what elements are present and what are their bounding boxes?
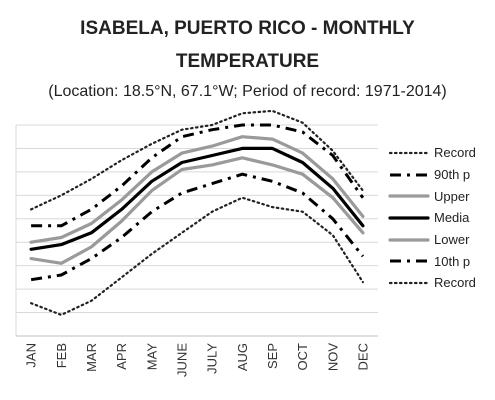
series-line-record-low: [30, 196, 364, 316]
legend-swatch: [388, 194, 430, 198]
legend-label: 10th p: [434, 253, 471, 269]
legend-item: Record: [388, 142, 495, 164]
x-tick-label: JULY: [205, 343, 220, 374]
legend-item: 90th p: [388, 164, 495, 186]
legend-label: Lower: [434, 232, 470, 248]
x-tick-label: OCT: [295, 343, 310, 371]
x-tick-label: DEC: [355, 343, 370, 370]
legend-label: Record: [434, 145, 476, 161]
x-tick-label: MAR: [84, 343, 99, 372]
chart-title-line1: ISABELA, PUERTO RICO - MONTHLY: [80, 18, 415, 39]
series-line-10th-percentile: [30, 172, 365, 282]
series-line-median: [29, 146, 365, 251]
legend-label: 90th p: [434, 167, 471, 183]
legend-label: Media: [434, 210, 470, 226]
legend-swatch: [390, 173, 428, 177]
x-tick-label: MAY: [144, 343, 159, 371]
x-tick-label: APR: [114, 343, 129, 370]
chart-title-line2: TEMPERATURE: [175, 51, 320, 72]
x-tick-label: FEB: [54, 343, 69, 368]
legend-item: 10th p: [388, 250, 495, 272]
series-line-record-high: [30, 109, 364, 211]
x-tick-label: JAN: [24, 343, 39, 368]
legend-swatch: [388, 237, 430, 242]
x-tick-label: SEP: [265, 343, 280, 369]
legend-label: Record: [434, 275, 476, 291]
legend-label: Upper: [434, 188, 470, 204]
chart-legend: Record 90th p Upper Media Lower 10th p Record: [388, 142, 495, 294]
x-tick-label: AUG: [235, 343, 250, 371]
series-line-upper: [29, 135, 365, 244]
x-tick-label: NOV: [325, 343, 340, 372]
chart-subtitle: (Location: 18.5°N, 67.1°W; Period of rec…: [48, 83, 447, 100]
series-line-90th-percentile: [31, 123, 365, 228]
legend-swatch: [390, 259, 428, 263]
legend-swatch: [388, 216, 430, 220]
x-tick-label: JUNE: [174, 343, 189, 377]
series-line-lower: [29, 156, 365, 265]
legend-item: Lower: [388, 229, 495, 251]
legend-swatch: [388, 151, 430, 154]
legend-swatch: [388, 281, 430, 285]
legend-item: Upper: [388, 185, 495, 207]
legend-item: Record: [388, 272, 495, 294]
legend-item: Media: [388, 207, 495, 229]
